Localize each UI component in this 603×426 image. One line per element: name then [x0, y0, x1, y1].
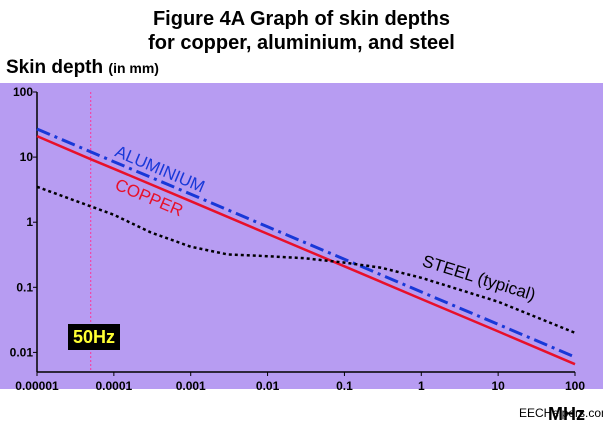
y-axis-unit: (in mm)	[108, 60, 159, 76]
y-tick-label: 100	[13, 85, 33, 99]
y-tick-label: 1	[26, 215, 33, 229]
x-tick-label: 1	[418, 379, 425, 393]
series-line-aluminium	[36, 127, 576, 359]
series-line-steel	[36, 185, 576, 334]
x-tick-label: 10	[491, 379, 505, 393]
x-axis-unit: MHz	[548, 404, 585, 424]
x-tick-label: 100	[565, 379, 585, 393]
y-tick-label: 10	[20, 150, 34, 164]
y-axis-label: Skin depth (in mm)	[6, 57, 159, 79]
y-tick-label: 0.1	[16, 280, 33, 294]
x-tick-label: 0.1	[336, 379, 353, 393]
y-axis-label-text: Skin depth	[6, 57, 104, 78]
x-tick-label: 0.00001	[15, 379, 59, 393]
chart-title-line2: for copper, aluminium, and steel	[148, 32, 455, 54]
chart-title-line1: Figure 4A Graph of skin depths	[152, 8, 451, 30]
x-tick-label: 0.001	[176, 379, 206, 393]
x-tick-label: 0.01	[256, 379, 280, 393]
marker-50hz-badge: 50Hz	[68, 324, 120, 350]
series-line-copper	[36, 134, 576, 366]
y-tick-label: 0.01	[10, 345, 34, 359]
watermark: EECHelpers.com	[519, 406, 603, 420]
x-tick-label: 0.0001	[96, 379, 133, 393]
